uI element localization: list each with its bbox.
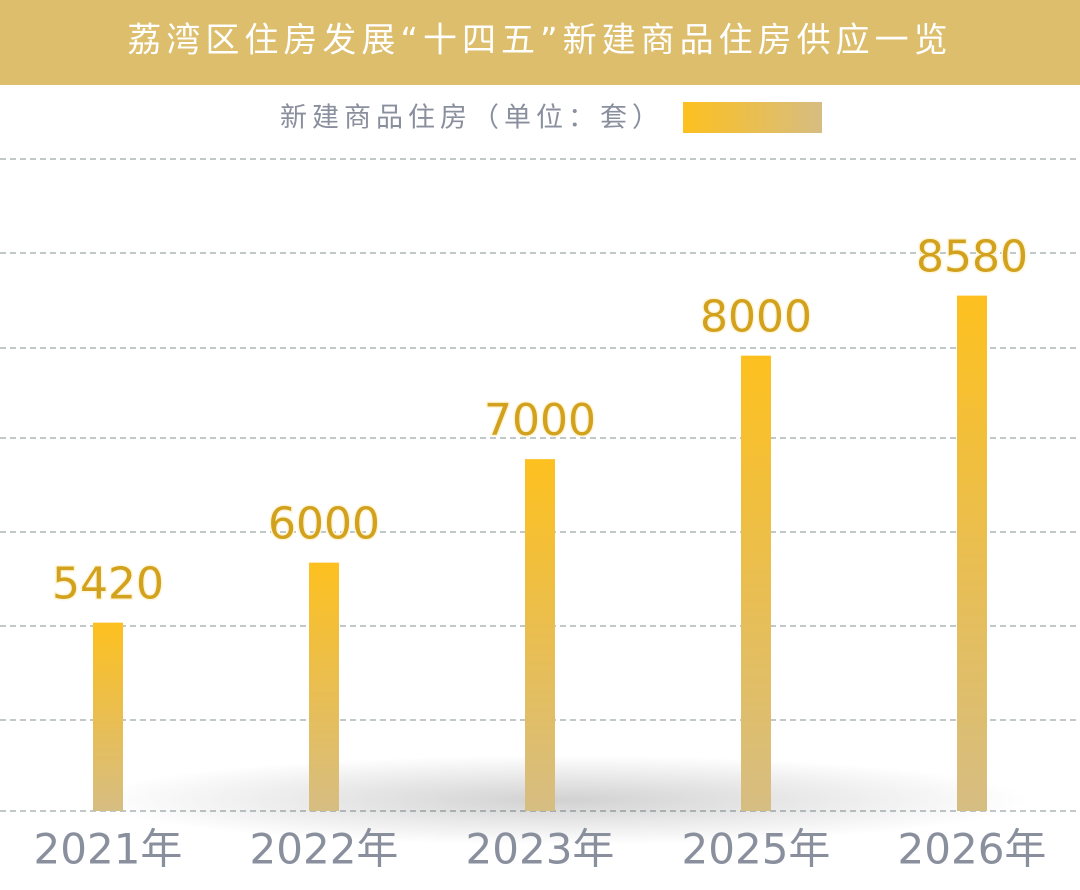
- bar: [741, 355, 771, 811]
- value-label: 7000: [484, 395, 596, 446]
- x-tick-label: 2026年: [898, 825, 1047, 874]
- value-label: 8580: [916, 232, 1028, 283]
- legend-label: 新建商品住房（单位：套）: [280, 103, 664, 134]
- bar: [309, 562, 339, 811]
- x-tick-label: 2022年: [250, 825, 399, 874]
- value-label: 8000: [700, 292, 812, 343]
- value-label: 5420: [52, 559, 164, 610]
- title-band: [0, 0, 1080, 85]
- x-tick-label: 2025年: [682, 825, 831, 874]
- x-tick-label: 2021年: [34, 825, 183, 874]
- value-label: 6000: [268, 499, 380, 550]
- legend-swatch: [683, 102, 822, 133]
- bar: [93, 622, 123, 811]
- bar: [957, 295, 987, 812]
- x-tick-label: 2023年: [466, 825, 615, 874]
- chart-title: 荔湾区住房发展“十四五”新建商品住房供应一览: [127, 21, 952, 61]
- bar: [525, 459, 555, 811]
